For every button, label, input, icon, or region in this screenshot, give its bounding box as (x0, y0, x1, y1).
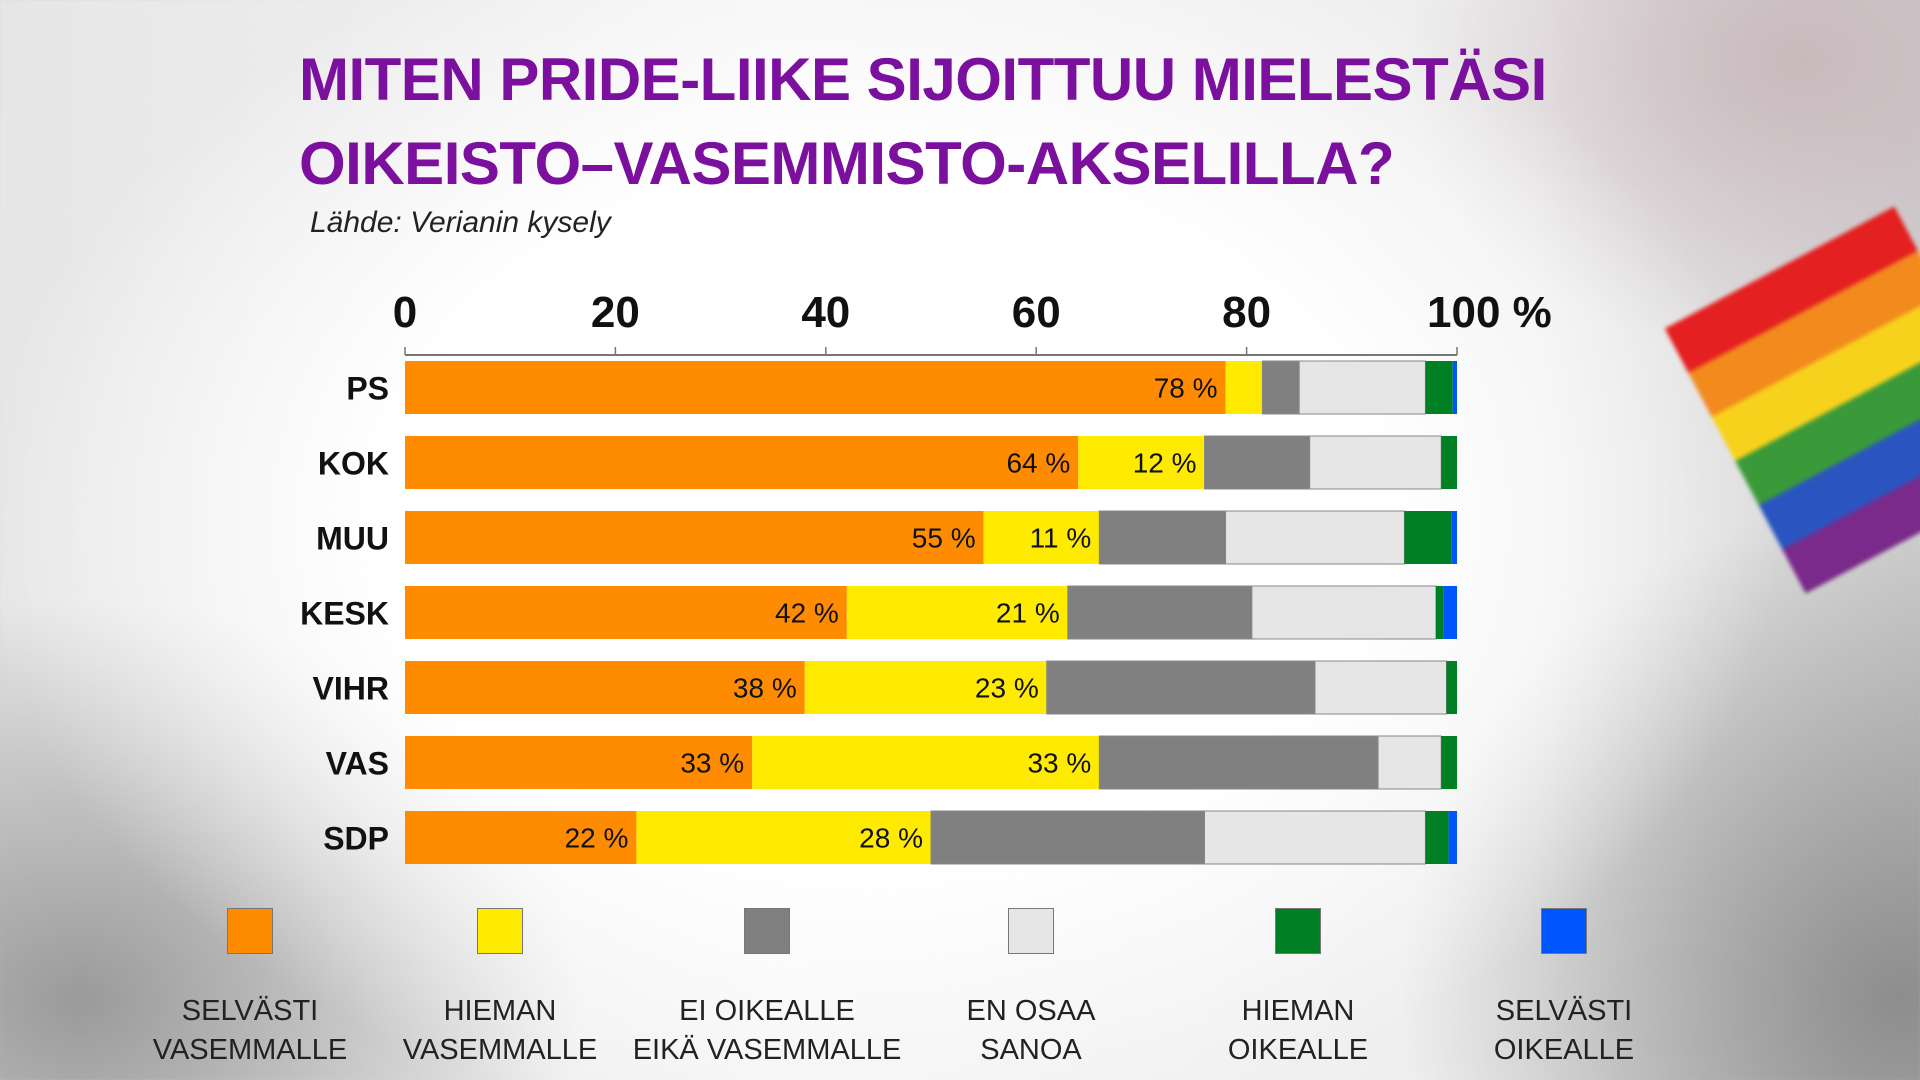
bar-segment (1446, 661, 1457, 714)
legend-label: OIKEALLE (1227, 1034, 1369, 1066)
legend-label: SANOA (980, 1034, 1082, 1066)
legend-swatch (227, 908, 273, 954)
bar-segment (1067, 585, 1253, 640)
category-label: VIHR (313, 671, 389, 707)
bar-segment (405, 586, 847, 639)
data-label: 38 % (733, 673, 797, 704)
category-label: KESK (300, 596, 389, 632)
category-label: MUU (316, 521, 389, 557)
legend-swatch (1008, 908, 1054, 954)
bar-segment (1425, 811, 1449, 864)
legend-label: SELVÄSTI (1495, 995, 1633, 1027)
bar-segment (1046, 660, 1316, 715)
bar-segment (1298, 360, 1426, 415)
legend-label: VASEMMALLE (402, 1034, 598, 1066)
bar-segment (1425, 361, 1453, 414)
x-tick-label: 60 (1012, 288, 1061, 337)
bar-segment (1404, 511, 1452, 564)
category-label: PS (346, 371, 389, 407)
bar-segment (1441, 436, 1457, 489)
title-line-1: MITEN PRIDE-LIIKE SIJOITTUU MIELESTÄSI (299, 46, 1547, 113)
legend-label: EI OIKEALLE (679, 995, 855, 1027)
data-label: 55 % (912, 523, 976, 554)
legend-label: HIEMAN (443, 995, 557, 1027)
legend-item: HIEMAN VASEMMALLE (350, 908, 650, 1070)
legend-swatch (1275, 908, 1321, 954)
bar-segment (405, 661, 805, 714)
bar-segment (1309, 435, 1442, 490)
category-label: KOK (318, 446, 389, 482)
category-label: SDP (323, 821, 389, 857)
legend-item: SELVÄSTI OIKEALLE (1414, 908, 1714, 1070)
bar-segment (636, 811, 931, 864)
bar-segment (1078, 436, 1205, 489)
bar-segment (804, 661, 1047, 714)
bar-segment (405, 511, 984, 564)
bar-segment (405, 361, 1226, 414)
data-label: 33 % (1027, 748, 1091, 779)
legend-label: SELVÄSTI (181, 995, 319, 1027)
bar-segment (983, 511, 1100, 564)
bar-segment (1204, 810, 1426, 865)
category-label: VAS (326, 746, 389, 782)
bar-segment (1435, 586, 1444, 639)
legend-swatch (477, 908, 523, 954)
legend-item: EI OIKEALLE EIKÄ VASEMMALLE (617, 908, 917, 1070)
data-label: 12 % (1133, 448, 1197, 479)
data-label: 28 % (859, 823, 923, 854)
legend-label: VASEMMALLE (152, 1034, 348, 1066)
bar-segment (1204, 435, 1311, 490)
bar-segment (405, 736, 753, 789)
legend-item: SELVÄSTI VASEMMALLE (100, 908, 400, 1070)
data-label: 22 % (565, 823, 629, 854)
bar-segment (405, 811, 637, 864)
title-line-2: OIKEISTO–VASEMMISTO-AKSELILLA? (299, 130, 1395, 197)
legend-item: HIEMAN OIKEALLE (1148, 908, 1448, 1070)
legend-label: EN OSAA (966, 995, 1096, 1027)
legend-label: OIKEALLE (1493, 1034, 1635, 1066)
chart-subtitle: Lähde: Verianin kysely (310, 206, 611, 239)
data-label: 33 % (680, 748, 744, 779)
bar-segment (930, 810, 1206, 865)
bar-segment (1261, 360, 1300, 415)
bar-segment (1225, 510, 1405, 565)
data-label: 78 % (1154, 373, 1218, 404)
legend-label: HIEMAN (1241, 995, 1355, 1027)
data-label: 42 % (775, 598, 839, 629)
x-tick-label: 0 (393, 288, 417, 337)
data-label: 11 % (1030, 523, 1092, 554)
bar-segment (1098, 735, 1379, 790)
legend-swatch (1541, 908, 1587, 954)
legend-item: EN OSAA SANOA (881, 908, 1181, 1070)
data-label: 23 % (975, 673, 1039, 704)
bar-segment (1448, 811, 1457, 864)
legend-label: EIKÄ VASEMMALLE (632, 1034, 902, 1066)
data-label: 21 % (996, 598, 1060, 629)
bar-segment (1251, 585, 1437, 640)
bar-segment (752, 736, 1100, 789)
x-tick-label: 100 % (1427, 288, 1552, 337)
bar-segment (846, 586, 1068, 639)
x-tick-label: 80 (1222, 288, 1271, 337)
bar-segment (1443, 586, 1457, 639)
bar-segment (1441, 736, 1457, 789)
bar-segment (1098, 510, 1227, 565)
bar-segment (1314, 660, 1447, 715)
bar-segment (1452, 361, 1457, 414)
bar-segment (1451, 511, 1457, 564)
legend-swatch (744, 908, 790, 954)
chart-title: MITEN PRIDE-LIIKE SIJOITTUU MIELESTÄSI O… (299, 38, 1547, 206)
x-tick-label: 20 (591, 288, 640, 337)
bar-segment (1377, 735, 1442, 790)
data-label: 64 % (1006, 448, 1070, 479)
x-tick-label: 40 (801, 288, 850, 337)
bar-segment (1225, 361, 1263, 414)
bar-segment (405, 436, 1079, 489)
